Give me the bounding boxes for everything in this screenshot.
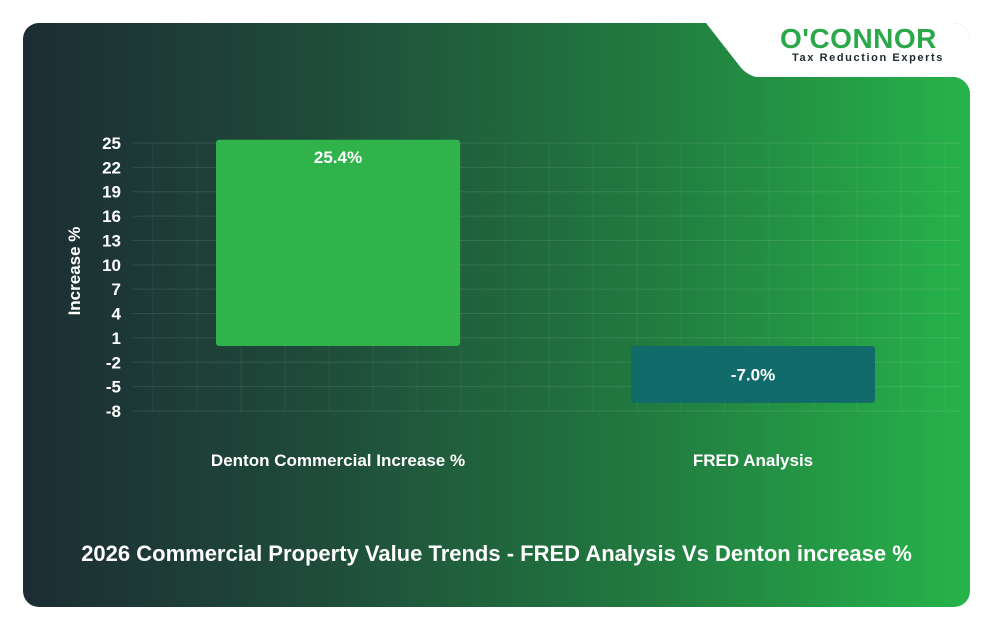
bar-2 xyxy=(631,346,875,403)
y-tick-label: 19 xyxy=(102,183,121,202)
y-axis-ticks: 25 22 19 16 13 10 7 4 1 -2 -5 -8 xyxy=(102,134,121,421)
chart-card: O'CONNOR Tax Reduction Experts 25 22 19 16 1… xyxy=(23,23,970,607)
x-tick-label: FRED Analysis xyxy=(693,451,813,470)
y-tick-label: 7 xyxy=(112,280,121,299)
chart-title: 2026 Commercial Property Value Trends - … xyxy=(81,541,912,566)
y-tick-label: 16 xyxy=(102,207,121,226)
data-label: -7.0% xyxy=(731,365,775,384)
y-tick-label: -5 xyxy=(106,378,121,397)
y-tick-label: 13 xyxy=(102,231,121,250)
y-tick-label: 22 xyxy=(102,158,121,177)
y-tick-label: 4 xyxy=(112,305,122,324)
bar-1 xyxy=(216,139,460,347)
brand-name: O'CONNOR xyxy=(780,23,937,54)
x-tick-label: Denton Commercial Increase % xyxy=(211,451,465,470)
y-axis-label: Increase % xyxy=(65,227,84,316)
y-tick-label: -8 xyxy=(106,402,121,421)
brand-logo: O'CONNOR Tax Reduction Experts xyxy=(746,23,970,95)
bars: 25.4% -7.0% xyxy=(216,139,875,403)
y-tick-label: 1 xyxy=(112,329,121,348)
x-axis-ticks: Denton Commercial Increase % FRED Analysi… xyxy=(211,451,813,470)
y-tick-label: -2 xyxy=(106,353,121,372)
brand-tagline: Tax Reduction Experts xyxy=(792,52,944,64)
bar-chart: 25 22 19 16 13 10 7 4 1 -2 -5 -8 Increase % 25.4% -7… xyxy=(65,134,961,470)
y-tick-label: 25 xyxy=(102,134,121,153)
y-tick-label: 10 xyxy=(102,256,121,275)
data-label: 25.4% xyxy=(314,148,362,167)
